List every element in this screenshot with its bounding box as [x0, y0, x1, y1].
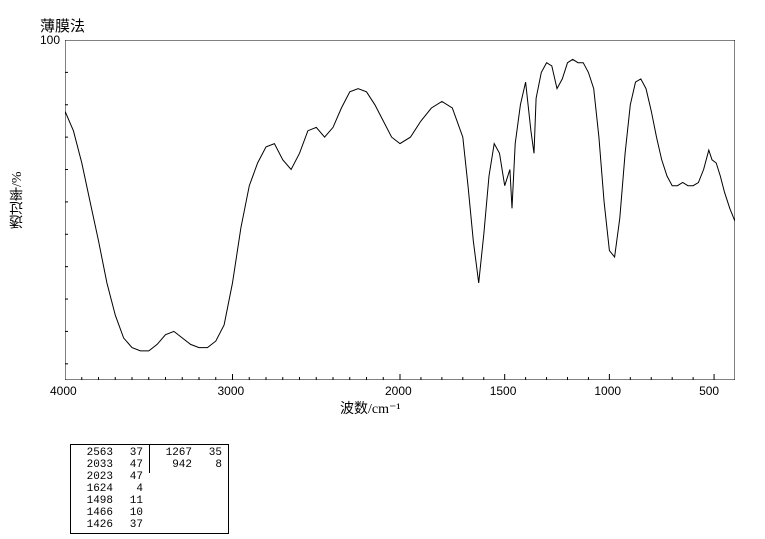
table-row: 1267 35: [156, 447, 222, 459]
table-row: 2023 47: [77, 471, 143, 483]
value-cell: 11: [119, 495, 143, 507]
table-row: 942 8: [156, 459, 222, 471]
wavenumber-cell: 2023: [77, 471, 113, 483]
value-cell: 47: [119, 459, 143, 471]
table-column: 1267 35 942 8: [149, 445, 228, 473]
x-tick-label: 500: [699, 384, 719, 398]
table-row: 2033 47: [77, 459, 143, 471]
x-tick-label: 2000: [385, 384, 412, 398]
ir-spectrum-chart: [65, 40, 735, 380]
x-tick-label: 3000: [218, 384, 245, 398]
wavenumber-cell: 1466: [77, 507, 113, 519]
x-axis-label: 波数/cm⁻¹: [340, 398, 401, 418]
value-cell: 35: [198, 447, 222, 459]
wavenumber-cell: 1498: [77, 495, 113, 507]
wavenumber-cell: 2563: [77, 447, 113, 459]
value-cell: 37: [119, 447, 143, 459]
wavenumber-cell: 1426: [77, 519, 113, 531]
y-tick-label: 100: [40, 33, 60, 47]
wavenumber-cell: 1267: [156, 447, 192, 459]
table-row: 1624 4: [77, 483, 143, 495]
y-axis-label: 透过率/%: [8, 150, 28, 250]
peak-data-table: 2563 37 2033 47 2023 47 1624 4 1498 11 1466 10 1426 3…: [70, 444, 229, 534]
wavenumber-cell: 942: [156, 459, 192, 471]
page: 薄膜法 透过率/% 波数/cm⁻¹ 2563372033472023471624…: [0, 0, 765, 539]
table-column: 2563 37 2033 47 2023 47 1624 4 1498 11 1466 10 1426 3…: [71, 445, 149, 533]
x-tick-label: 4000: [50, 384, 77, 398]
value-cell: 10: [119, 507, 143, 519]
table-row: 2563 37: [77, 447, 143, 459]
table-row: 1466 10: [77, 507, 143, 519]
table-row: 1498 11: [77, 495, 143, 507]
value-cell: 8: [198, 459, 222, 471]
table-row: 1426 37: [77, 519, 143, 531]
wavenumber-cell: 2033: [77, 459, 113, 471]
x-tick-label: 1000: [594, 384, 621, 398]
x-tick-label: 1500: [490, 384, 517, 398]
value-cell: 37: [119, 519, 143, 531]
value-cell: 4: [119, 483, 143, 495]
wavenumber-cell: 1624: [77, 483, 113, 495]
value-cell: 47: [119, 471, 143, 483]
